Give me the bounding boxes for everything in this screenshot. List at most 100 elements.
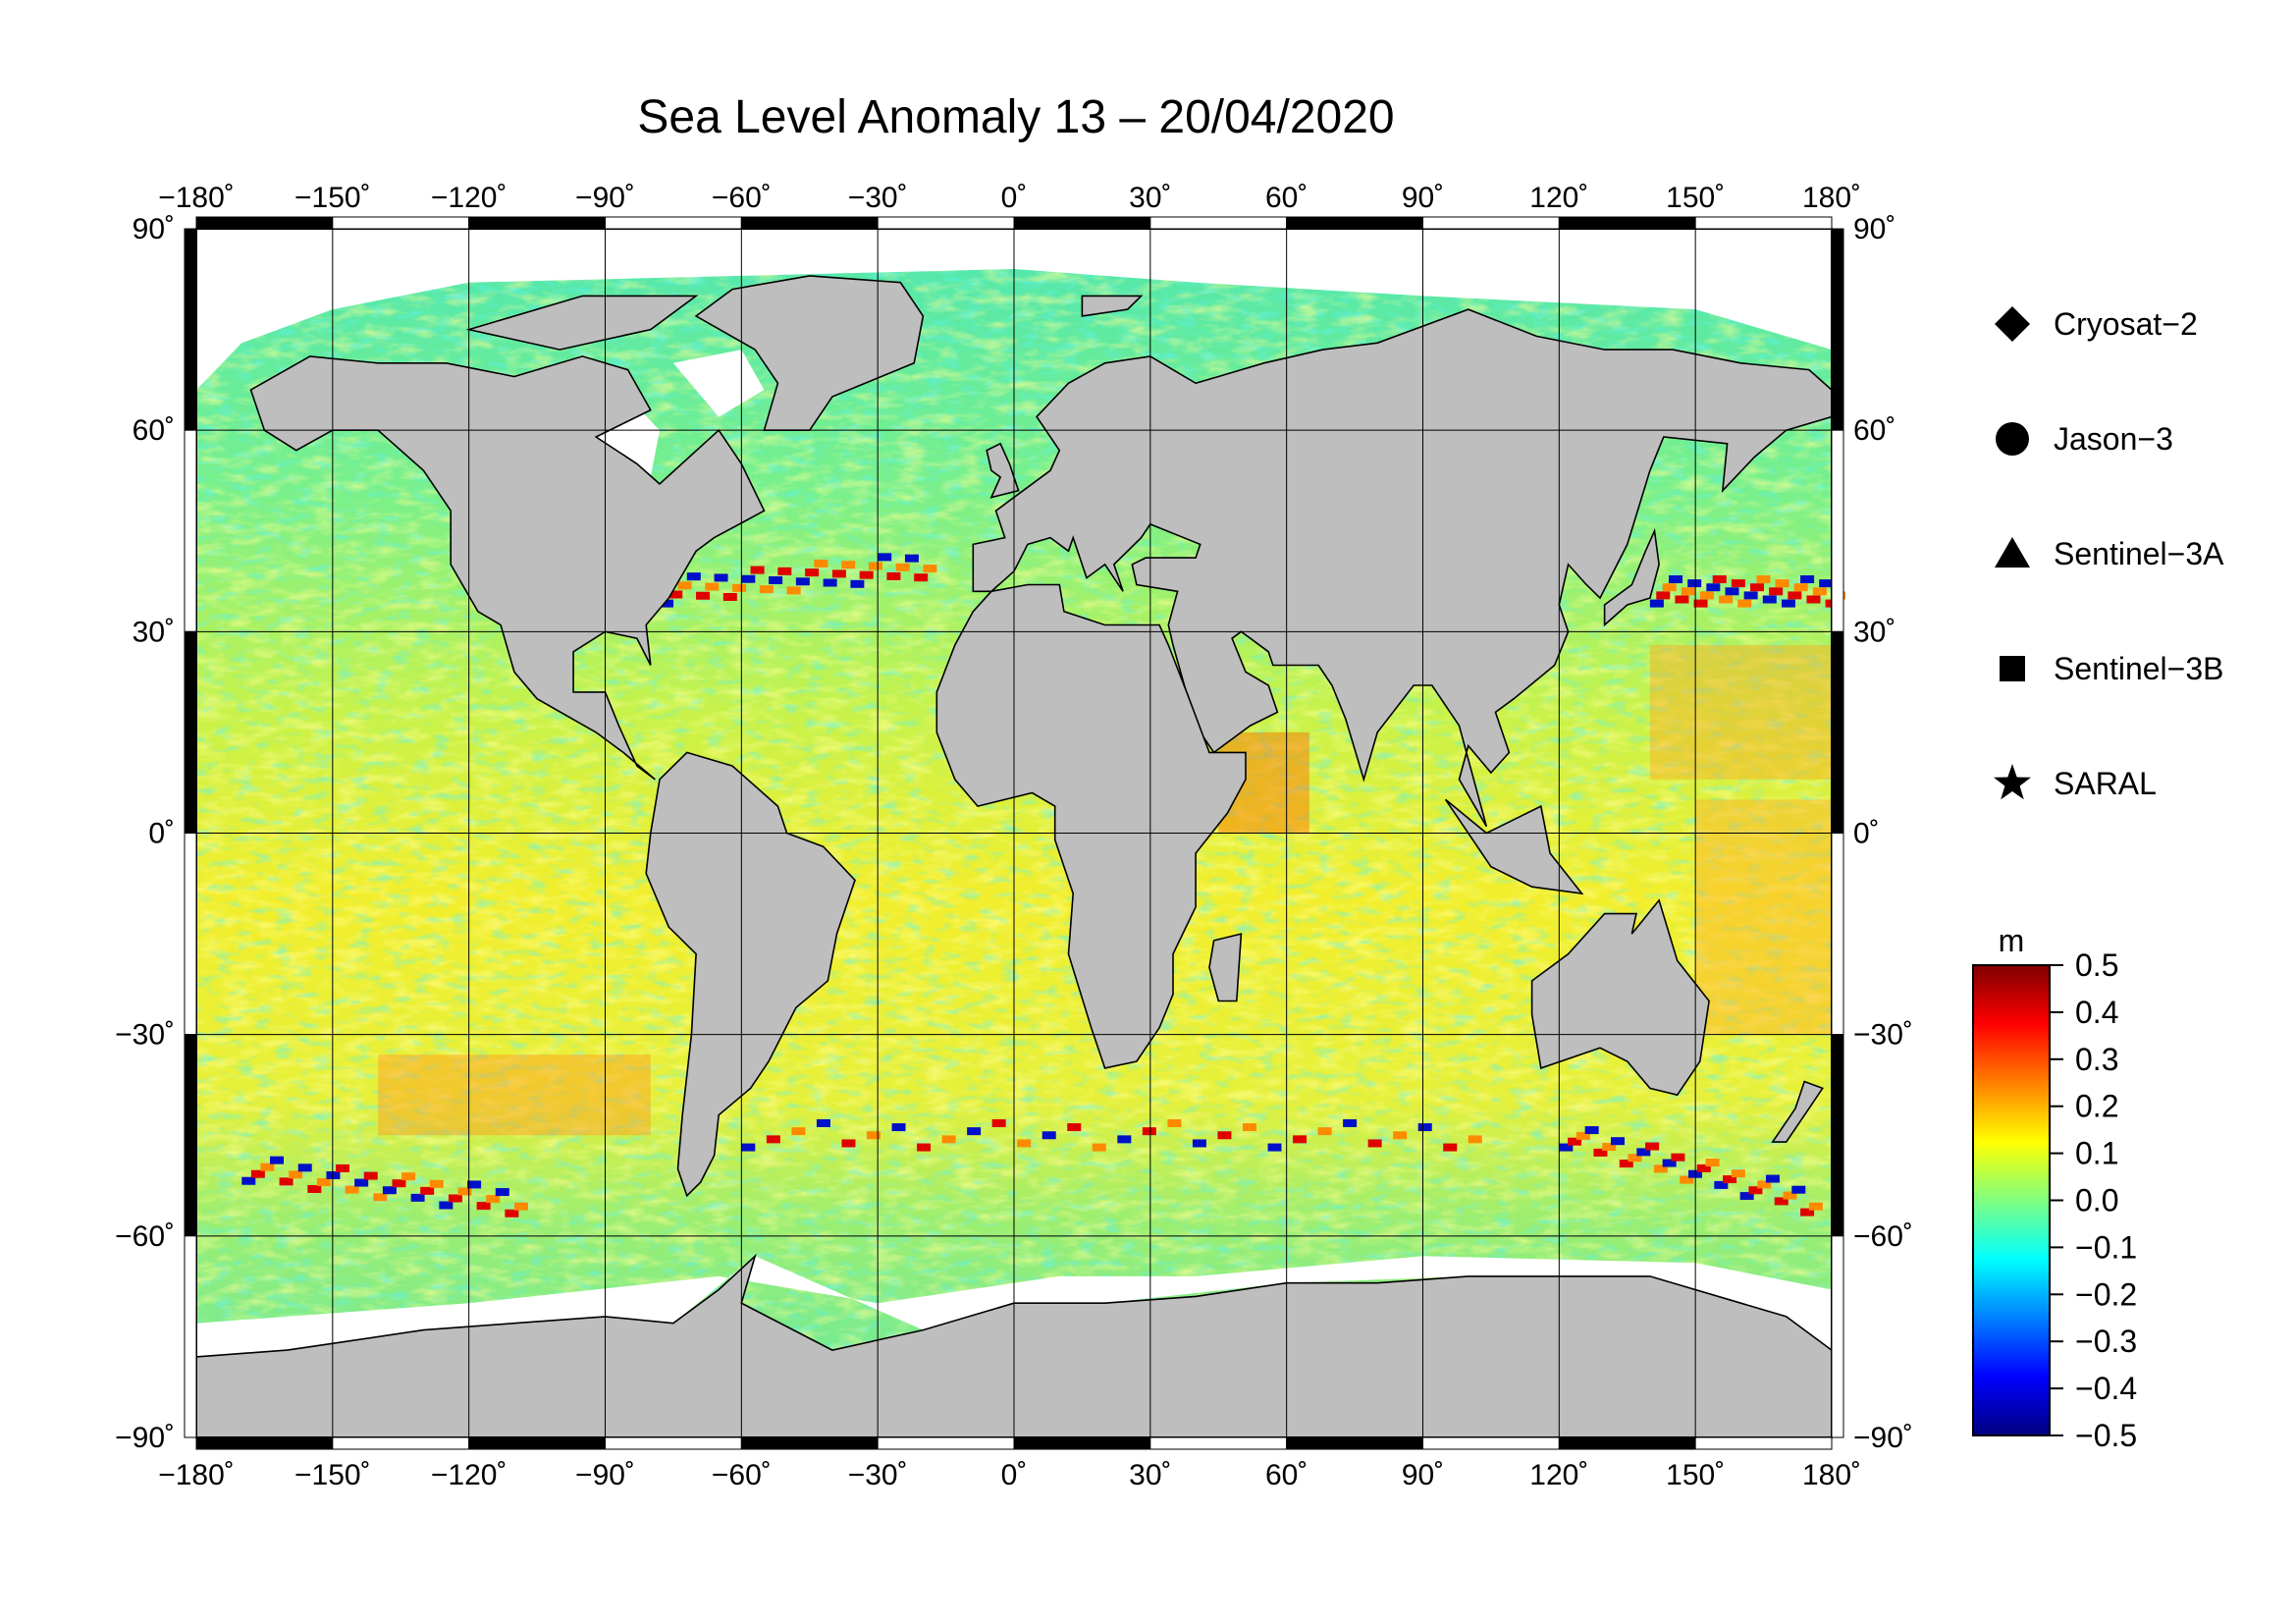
colorbar-tick-label: 0.4 <box>2075 995 2118 1030</box>
frame-bottom-segment <box>332 1436 470 1450</box>
lon-tick-label-bottom: 30˚ <box>1129 1459 1171 1491</box>
lon-tick-label-top: 120˚ <box>1529 182 1588 214</box>
frame-right-segment <box>1831 1235 1844 1438</box>
svalbard <box>1081 295 1144 317</box>
legend-item: SARAL <box>1994 764 2157 801</box>
colorbar: m 0.5 0.4 0.3 0.2 0.1 0.0 −0.1 −0.2 −0.3 −0.4 −0.5 <box>1972 923 2137 1453</box>
colorbar-tick-label: 0.1 <box>2075 1136 2118 1171</box>
lat-tick-label-right: −90˚ <box>1853 1422 1913 1454</box>
colorbar-tick-label: −0.2 <box>2075 1276 2137 1312</box>
frame-top-segment <box>1013 216 1151 230</box>
frame-bottom-segment <box>1013 1436 1151 1450</box>
colorbar-tick-label: −0.1 <box>2075 1229 2137 1265</box>
frame-bottom-segment <box>1558 1436 1696 1450</box>
frame-top-segment <box>1694 216 1833 230</box>
diamond-icon <box>1995 306 2030 342</box>
frame-right-segment <box>1831 228 1844 431</box>
lon-tick-label-top: 150˚ <box>1666 182 1725 214</box>
triangle-icon <box>1995 537 2030 568</box>
lon-tick-label-bottom: 120˚ <box>1529 1459 1588 1491</box>
lat-tick-label-left: −30˚ <box>115 1019 175 1052</box>
lat-tick-label-left: 90˚ <box>133 213 175 245</box>
lat-tick-label-right: 0˚ <box>1853 818 1880 850</box>
lat-tick-label-right: −60˚ <box>1853 1220 1913 1253</box>
frame-bottom-segment <box>605 1436 742 1450</box>
frame-bottom-segment <box>195 1436 334 1450</box>
legend-label: Jason−3 <box>2054 421 2173 457</box>
lon-tick-label-bottom: 180˚ <box>1802 1459 1861 1491</box>
lat-tick-label-right: −30˚ <box>1853 1019 1913 1052</box>
colorbar-unit: m <box>1999 923 2025 958</box>
frame-top-segment <box>605 216 742 230</box>
legend-item: Sentinel−3A <box>1995 536 2224 571</box>
circle-icon <box>1996 422 2029 456</box>
greenland <box>694 275 925 432</box>
lon-tick-label-bottom: 90˚ <box>1402 1459 1444 1491</box>
frame-bottom-segment <box>1286 1436 1423 1450</box>
colorbar-tick-label: 0.3 <box>2075 1042 2118 1077</box>
frame-bottom-segment <box>1694 1436 1833 1450</box>
lon-tick-label-bottom: −120˚ <box>431 1459 507 1491</box>
tasman-warm <box>1695 799 1832 1035</box>
satellite-legend: Cryosat−2 Jason−3 Sentinel−3A Sentinel−3B SA… <box>1994 306 2224 801</box>
lon-tick-label-bottom: −90˚ <box>575 1459 635 1491</box>
frame-top-segment <box>468 216 606 230</box>
frame-left-segment <box>184 429 197 632</box>
australia <box>1530 898 1710 1097</box>
square-icon <box>2000 656 2025 681</box>
west-pacific-warm <box>1649 645 1832 780</box>
legend-item: Sentinel−3B <box>2000 651 2223 686</box>
lon-tick-label-top: −180˚ <box>158 182 235 214</box>
frame-top-segment <box>877 216 1015 230</box>
colorbar-tick-label: 0.2 <box>2075 1089 2118 1124</box>
eddy-front-3 <box>241 1156 528 1217</box>
frame-left-segment <box>184 630 197 834</box>
arctic-islands <box>465 295 699 351</box>
lon-tick-label-bottom: −60˚ <box>712 1459 772 1491</box>
map-title: Sea Level Anomaly 13 – 20/04/2020 <box>637 91 1395 143</box>
colorbar-tick-label: −0.5 <box>2075 1418 2137 1453</box>
frame-left-segment <box>184 228 197 431</box>
legend-label: Sentinel−3A <box>2054 536 2224 571</box>
star-icon <box>1994 764 2031 800</box>
frame-top-segment <box>1149 216 1288 230</box>
frame-bottom-segment <box>1422 1436 1560 1450</box>
map-border <box>184 216 1844 1450</box>
japan <box>1603 527 1660 627</box>
lat-tick-label-left: −90˚ <box>115 1422 175 1454</box>
lon-tick-label-top: −60˚ <box>712 182 772 214</box>
lat-tick-label-right: 90˚ <box>1853 213 1896 245</box>
lon-tick-label-top: 30˚ <box>1129 182 1171 214</box>
lon-tick-label-top: 90˚ <box>1402 182 1444 214</box>
uk <box>986 442 1020 499</box>
indonesia <box>1444 798 1584 895</box>
lon-tick-label-top: 180˚ <box>1802 182 1861 214</box>
colorbar-tick-label: 0.0 <box>2075 1183 2118 1218</box>
frame-top-segment <box>740 216 879 230</box>
colorbar-gradient <box>1972 964 2051 1436</box>
legend-label: SARAL <box>2054 766 2157 801</box>
lat-tick-label-right: 30˚ <box>1853 616 1896 648</box>
south-pacific-warm <box>378 1055 651 1136</box>
lon-tick-label-bottom: 0˚ <box>1001 1459 1028 1491</box>
lat-tick-label-right: 60˚ <box>1853 414 1896 447</box>
colorbar-tick-label: −0.3 <box>2075 1324 2137 1359</box>
lon-tick-label-bottom: −150˚ <box>294 1459 371 1491</box>
lon-tick-label-top: −30˚ <box>848 182 908 214</box>
lon-tick-label-top: −150˚ <box>294 182 371 214</box>
frame-left-segment <box>184 833 197 1036</box>
lon-tick-label-top: 60˚ <box>1265 182 1308 214</box>
lon-tick-label-top: 0˚ <box>1001 182 1028 214</box>
lon-tick-label-top: −120˚ <box>431 182 507 214</box>
frame-right-segment <box>1831 630 1844 834</box>
frame-right-segment <box>1831 833 1844 1036</box>
south-america <box>645 751 856 1198</box>
frame-left-segment <box>184 1235 197 1438</box>
madagascar <box>1208 933 1243 1002</box>
legend-label: Sentinel−3B <box>2054 651 2223 686</box>
lat-tick-label-left: −60˚ <box>115 1220 175 1253</box>
frame-bottom-segment <box>468 1436 606 1450</box>
lon-tick-label-bottom: 60˚ <box>1265 1459 1308 1491</box>
axis-tick-labels: −180˚ −180˚ −150˚ −150˚ −120˚ −120˚ −90˚ −90˚ −6… <box>115 182 1913 1491</box>
